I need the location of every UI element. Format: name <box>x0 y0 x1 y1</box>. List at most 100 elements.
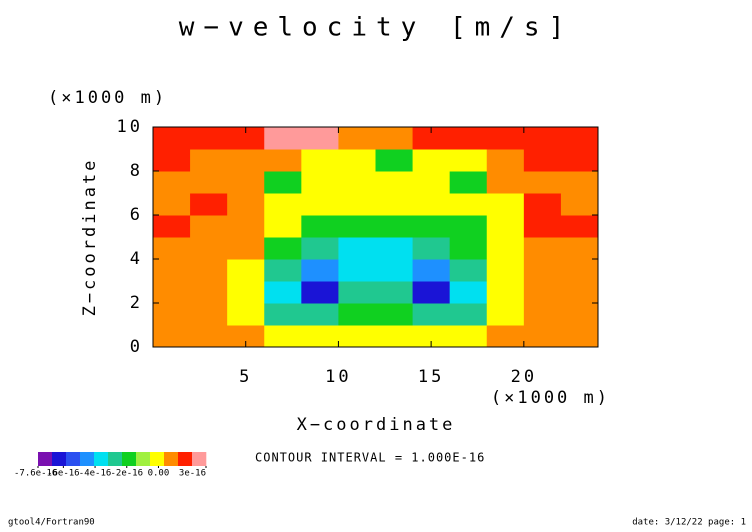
contour-cell <box>190 215 228 238</box>
colorbar-swatch <box>66 452 81 466</box>
contour-cell <box>560 325 599 348</box>
contour-cell <box>449 149 488 172</box>
contour-cell <box>523 237 562 260</box>
contour-cell <box>375 171 414 194</box>
contour-cell <box>523 325 562 348</box>
footer-left: gtool4/Fortran90 <box>8 518 95 528</box>
y-tick-label: 2 <box>130 293 143 313</box>
contour-cell <box>264 325 302 348</box>
contour-cell <box>375 127 414 150</box>
contour-cell <box>338 193 376 216</box>
contour-interval: CONTOUR INTERVAL = 1.000E-16 <box>255 451 485 465</box>
contour-cell <box>375 281 414 304</box>
contour-cell <box>375 237 414 260</box>
colorbar-swatch <box>122 452 137 466</box>
contour-cell <box>412 171 451 194</box>
contour-cell <box>412 237 451 260</box>
contour-cell <box>227 215 265 238</box>
contour-cell <box>412 193 451 216</box>
contour-cell <box>338 325 376 348</box>
contour-cell <box>153 259 191 282</box>
contour-cell <box>560 127 599 150</box>
contour-cell <box>412 127 451 150</box>
x-tick-label: 15 <box>418 367 444 387</box>
colorbar-label: -2e-16 <box>110 469 143 479</box>
x-label: X−coordinate <box>297 415 456 435</box>
contour-cell <box>301 193 339 216</box>
contour-cell <box>412 215 451 238</box>
contour-cell <box>264 215 302 238</box>
contour-cell <box>560 215 599 238</box>
contour-cell <box>301 215 339 238</box>
y-tick-label: 10 <box>117 117 143 137</box>
contour-cell <box>523 193 562 216</box>
contour-cell <box>338 303 376 326</box>
contour-cell <box>338 215 376 238</box>
colorbar-swatch <box>38 452 53 466</box>
contour-cell <box>190 325 228 348</box>
contour-cell <box>560 193 599 216</box>
contour-cell <box>338 127 376 150</box>
colorbar-swatch <box>164 452 179 466</box>
contour-cell <box>338 171 376 194</box>
contour-cell <box>375 149 414 172</box>
contour-cell <box>227 127 265 150</box>
chart-title: w−velocity [m/s] <box>179 13 573 43</box>
contour-cell <box>190 259 228 282</box>
contour-cell <box>412 281 451 304</box>
contour-cell <box>449 171 488 194</box>
y-tick-label: 6 <box>130 205 143 225</box>
x-tick-label: 5 <box>239 367 252 387</box>
contour-cell <box>264 303 302 326</box>
contour-cell <box>301 303 339 326</box>
contour-cell <box>264 127 302 150</box>
y-tick-label: 0 <box>130 337 143 357</box>
y-tick-label: 8 <box>130 161 143 181</box>
contour-cell <box>449 237 488 260</box>
contour-cell <box>412 149 451 172</box>
contour-cell <box>301 171 339 194</box>
contour-cell <box>486 281 525 304</box>
contour-cell <box>227 149 265 172</box>
contour-cell <box>153 149 191 172</box>
colorbar-swatch <box>178 452 193 466</box>
contour-cell <box>301 325 339 348</box>
contour-cell <box>190 281 228 304</box>
contour-cell <box>264 149 302 172</box>
contour-cell <box>227 237 265 260</box>
contour-cell <box>190 127 228 150</box>
contour-cell <box>412 325 451 348</box>
colorbar-swatch <box>192 452 207 466</box>
contour-cell <box>190 149 228 172</box>
contour-cell <box>264 259 302 282</box>
contour-cell <box>449 281 488 304</box>
contour-cell <box>190 193 228 216</box>
contour-cell <box>560 171 599 194</box>
contour-cell <box>523 281 562 304</box>
contour-cell <box>153 171 191 194</box>
contour-cell <box>153 127 191 150</box>
contour-cell <box>227 281 265 304</box>
contour-cell <box>449 303 488 326</box>
contour-cell <box>153 237 191 260</box>
contour-cell <box>523 127 562 150</box>
colorbar-label: 0.00 <box>148 469 170 479</box>
contour-cell <box>375 193 414 216</box>
contour-cell <box>301 237 339 260</box>
contour-cell <box>560 149 599 172</box>
x-unit: (×1000 m) <box>491 388 610 408</box>
colorbar-swatch <box>150 452 165 466</box>
contour-cell <box>338 281 376 304</box>
contour-cell <box>153 325 191 348</box>
contour-cell <box>153 193 191 216</box>
contour-cell <box>301 149 339 172</box>
colorbar-label: -6e-16 <box>47 469 80 479</box>
contour-cell <box>375 325 414 348</box>
contour-cell <box>486 259 525 282</box>
colorbar-swatch <box>136 452 151 466</box>
colorbar-swatch <box>108 452 123 466</box>
contour-cell <box>560 281 599 304</box>
contour-cell <box>449 325 488 348</box>
colorbar-swatch <box>80 452 95 466</box>
contour-cell <box>486 237 525 260</box>
